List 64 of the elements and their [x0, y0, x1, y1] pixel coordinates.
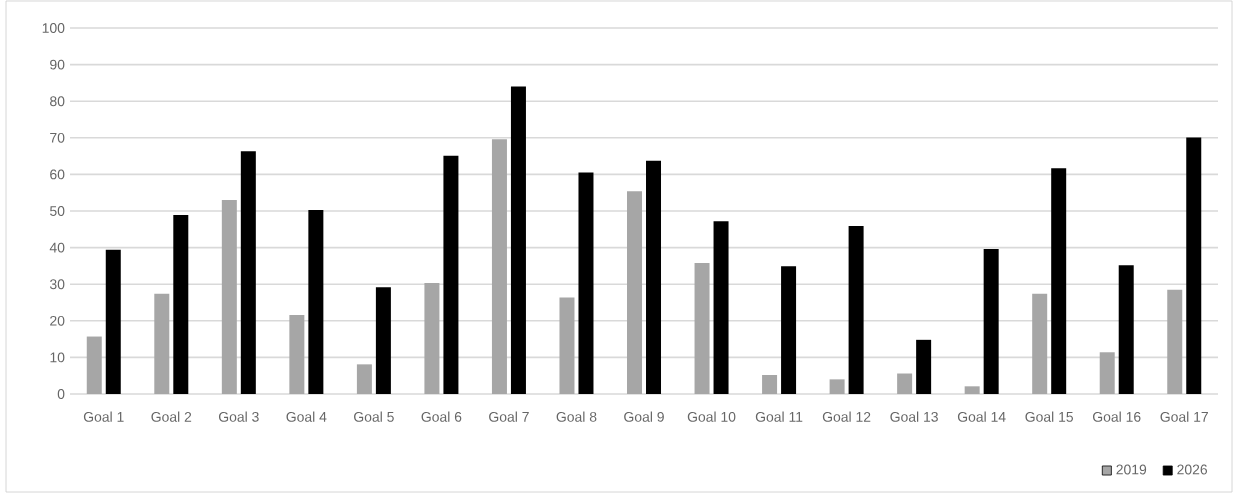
y-tick-label: 40 [49, 242, 65, 253]
bar [694, 262, 710, 394]
x-tick-label: Goal 8 [556, 411, 597, 422]
bar [713, 221, 729, 394]
legend-label: 2026 [1177, 464, 1208, 475]
x-tick-label: Goal 9 [624, 411, 664, 422]
bar [375, 287, 391, 394]
y-tick-label: 50 [50, 206, 65, 216]
x-tick-label: Goal 17 [1160, 411, 1208, 422]
bar [1167, 289, 1183, 394]
bar [1051, 168, 1067, 394]
bar [916, 339, 932, 394]
bar [897, 373, 913, 394]
x-tick-label: Goal 14 [957, 411, 1006, 422]
bar [559, 297, 575, 394]
bar [627, 191, 643, 394]
x-tick-label: Goal 5 [354, 411, 394, 422]
bar [86, 336, 102, 394]
x-tick-label: Goal 11 [755, 411, 803, 422]
y-tick-label: 60 [50, 169, 65, 180]
bar [221, 200, 237, 394]
y-tick-label: 30 [49, 279, 65, 290]
x-tick-label: Goal 12 [822, 411, 871, 422]
y-tick-label: 90 [50, 59, 65, 70]
bar [154, 293, 170, 394]
bar [1186, 137, 1202, 394]
x-tick-label: Goal 4 [286, 411, 327, 422]
bar [1099, 352, 1115, 394]
x-tick-label: Goal 2 [151, 411, 192, 422]
bar [762, 374, 778, 394]
bar [356, 364, 372, 394]
bar [1032, 293, 1048, 394]
x-tick-label: Goal 16 [1092, 411, 1141, 422]
y-tick-label: 20 [50, 315, 65, 326]
bar [578, 172, 594, 394]
bar [964, 386, 980, 394]
y-tick-label: 80 [50, 96, 65, 107]
x-tick-label: Goal 6 [421, 411, 462, 422]
y-tick-label: 70 [50, 132, 65, 143]
bar [1118, 265, 1134, 394]
bar [240, 151, 256, 394]
x-tick-label: Goal 13 [890, 411, 938, 422]
bar [646, 160, 662, 394]
x-tick-label: Goal 10 [687, 411, 736, 422]
bar [424, 283, 440, 394]
bar [173, 215, 189, 394]
bar [848, 226, 864, 394]
x-tick-label: Goal 3 [218, 411, 259, 422]
bar [510, 86, 526, 394]
bar [289, 314, 305, 394]
y-tick-label: 0 [57, 389, 65, 399]
bar [829, 379, 845, 394]
bar [105, 249, 121, 394]
x-tick-label: Goal 7 [489, 411, 529, 422]
x-tick-label: Goal 1 [83, 411, 124, 422]
bar [308, 209, 324, 394]
bar [491, 139, 507, 394]
y-tick-label: 10 [50, 352, 65, 363]
y-tick-label: 100 [42, 23, 65, 33]
x-tick-label: Goal 15 [1025, 411, 1073, 422]
bar [443, 155, 459, 394]
bar [983, 249, 999, 394]
legend-label: 2019 [1116, 464, 1147, 475]
bar [781, 266, 797, 394]
